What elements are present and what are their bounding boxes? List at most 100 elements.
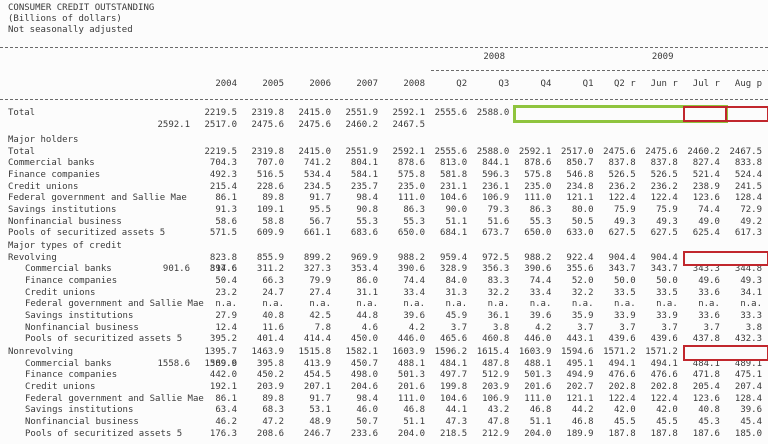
cell: 3.8 — [492, 322, 510, 333]
cell: n.a. — [487, 299, 510, 310]
cell: 111.0 — [524, 393, 552, 404]
cell: 988.2 — [524, 252, 552, 263]
table-row: Commercial banks 314.6 311.2 327.3 353.4 390.… — [0, 264, 768, 276]
cell: 497.7 — [440, 370, 468, 381]
cell: 95.5 — [309, 204, 331, 215]
cell: 56.7 — [309, 216, 331, 227]
cell: 328.9 — [440, 264, 468, 275]
row-label: Savings institutions — [25, 405, 134, 416]
cell: 33.6 — [698, 310, 720, 321]
cell: 207.4 — [734, 381, 762, 392]
cell: 68.3 — [262, 405, 284, 416]
column-header-quarter: Aug p — [734, 79, 762, 89]
cell: 104.6 — [440, 393, 468, 404]
cell: 42.0 — [613, 405, 636, 416]
cell: 235.0 — [524, 181, 552, 192]
cell: 661.1 — [303, 228, 331, 239]
cell: 40.8 — [262, 310, 284, 321]
cell: 24.7 — [262, 287, 284, 298]
row-label: Savings institutions — [8, 204, 117, 215]
cell: 446.0 — [397, 334, 425, 345]
cell: 32.2 — [487, 287, 510, 298]
cell: 66.3 — [262, 275, 284, 286]
cell: 43.2 — [487, 405, 510, 416]
cell: 89.8 — [262, 393, 284, 404]
cell: 46.2 — [215, 416, 237, 427]
cell: 80.0 — [571, 204, 594, 215]
cell: 2555.6 — [434, 146, 468, 157]
table-row: Savings institutions 27.9 40.8 42.5 44.8 39.6… — [0, 311, 768, 323]
cell: 2592.1 — [518, 146, 552, 157]
year-group-2008-label: 2008 — [483, 52, 506, 62]
report-header: CONSUMER CREDIT OUTSTANDING (Billions of… — [0, 3, 154, 36]
cell: 39.6 — [403, 310, 425, 321]
column-header-spacer — [0, 79, 196, 89]
row-label: Finance companies — [25, 275, 118, 286]
cell: 575.8 — [397, 169, 425, 180]
table-section-total: Total 2219.5 2319.8 2415.0 2551.9 2592.1 2555.… — [0, 105, 768, 130]
table-row: Credit unions 215.4 228.6 234.5 235.7 235.0 23… — [0, 182, 768, 194]
cell: 1395.7 — [204, 347, 237, 357]
cell: 33.9 — [656, 310, 678, 321]
table-section-major-types: Major types of credit Revolving 823.8 855.9… — [0, 241, 768, 346]
cell: 432.3 — [734, 334, 762, 345]
row-label: Finance companies — [8, 169, 101, 180]
cell: 4.2 — [408, 322, 425, 333]
cell: 49.6 — [698, 275, 720, 286]
cell: 106.9 — [482, 193, 510, 204]
horizontal-divider — [0, 47, 768, 48]
row-label: Pools of securitized assets 5 — [25, 428, 183, 439]
cell: 231.1 — [440, 181, 468, 192]
cell: 7.8 — [314, 322, 331, 333]
cell: 2517.0 — [204, 119, 237, 130]
cell: 122.4 — [650, 393, 678, 404]
cell: 2588.0 — [476, 146, 510, 157]
cell: 176.3 — [209, 428, 237, 439]
cell: 501.3 — [524, 370, 552, 381]
cell: 47.2 — [262, 416, 284, 427]
cell: 494.9 — [566, 370, 594, 381]
cell: 413.9 — [303, 358, 331, 369]
cell: 813.0 — [440, 158, 468, 169]
cell: 343.3 — [692, 264, 720, 275]
cell: 235.0 — [397, 181, 425, 192]
cell: 33.6 — [698, 287, 720, 298]
cell: 475.1 — [734, 370, 762, 381]
cell: 512.9 — [482, 370, 510, 381]
cell: 1515.8 — [298, 347, 331, 357]
cell: 86.3 — [529, 204, 552, 215]
cell: 236.1 — [482, 181, 510, 192]
cell: 2592.1 — [392, 108, 425, 118]
cell: 91.3 — [215, 204, 237, 215]
cell: 575.8 — [524, 169, 552, 180]
cell: 498.0 — [350, 370, 378, 381]
cell: 122.4 — [608, 393, 636, 404]
cell: 2467.5 — [392, 119, 425, 130]
cell: 1596.2 — [434, 347, 468, 357]
cell: 236.2 — [650, 181, 678, 192]
cell: 11.6 — [262, 322, 284, 333]
cell: 74.4 — [529, 275, 552, 286]
cell: 98.4 — [356, 193, 378, 204]
cell: 50.5 — [571, 216, 594, 227]
cell: 44.2 — [571, 405, 594, 416]
cell: 31.3 — [445, 287, 468, 298]
cell: 46.8 — [529, 405, 552, 416]
cell: n.a. — [656, 299, 678, 310]
table-row: Nonfinancial business 12.4 11.6 7.8 4.6 4.2 3.… — [0, 323, 768, 335]
cell: 460.8 — [482, 334, 510, 345]
cell: 899.2 — [303, 252, 331, 263]
cell: 4.2 — [535, 322, 552, 333]
cell: 238.9 — [692, 181, 720, 192]
cell: 202.8 — [650, 381, 678, 392]
cell: 521.4 — [692, 169, 720, 180]
cell: 50.7 — [356, 416, 378, 427]
cell: 2415.0 — [298, 108, 331, 118]
group-underline-2008 — [431, 70, 558, 71]
row-label: Commercial banks — [8, 158, 95, 169]
cell: n.a. — [403, 299, 425, 310]
column-header-year: 2008 — [403, 79, 425, 89]
row-label: Federal government and Sallie Mae — [25, 393, 204, 404]
cell: 208.6 — [256, 428, 284, 439]
table-row: Nonfinancial business 46.2 47.2 48.9 50.7 51.… — [0, 417, 768, 429]
